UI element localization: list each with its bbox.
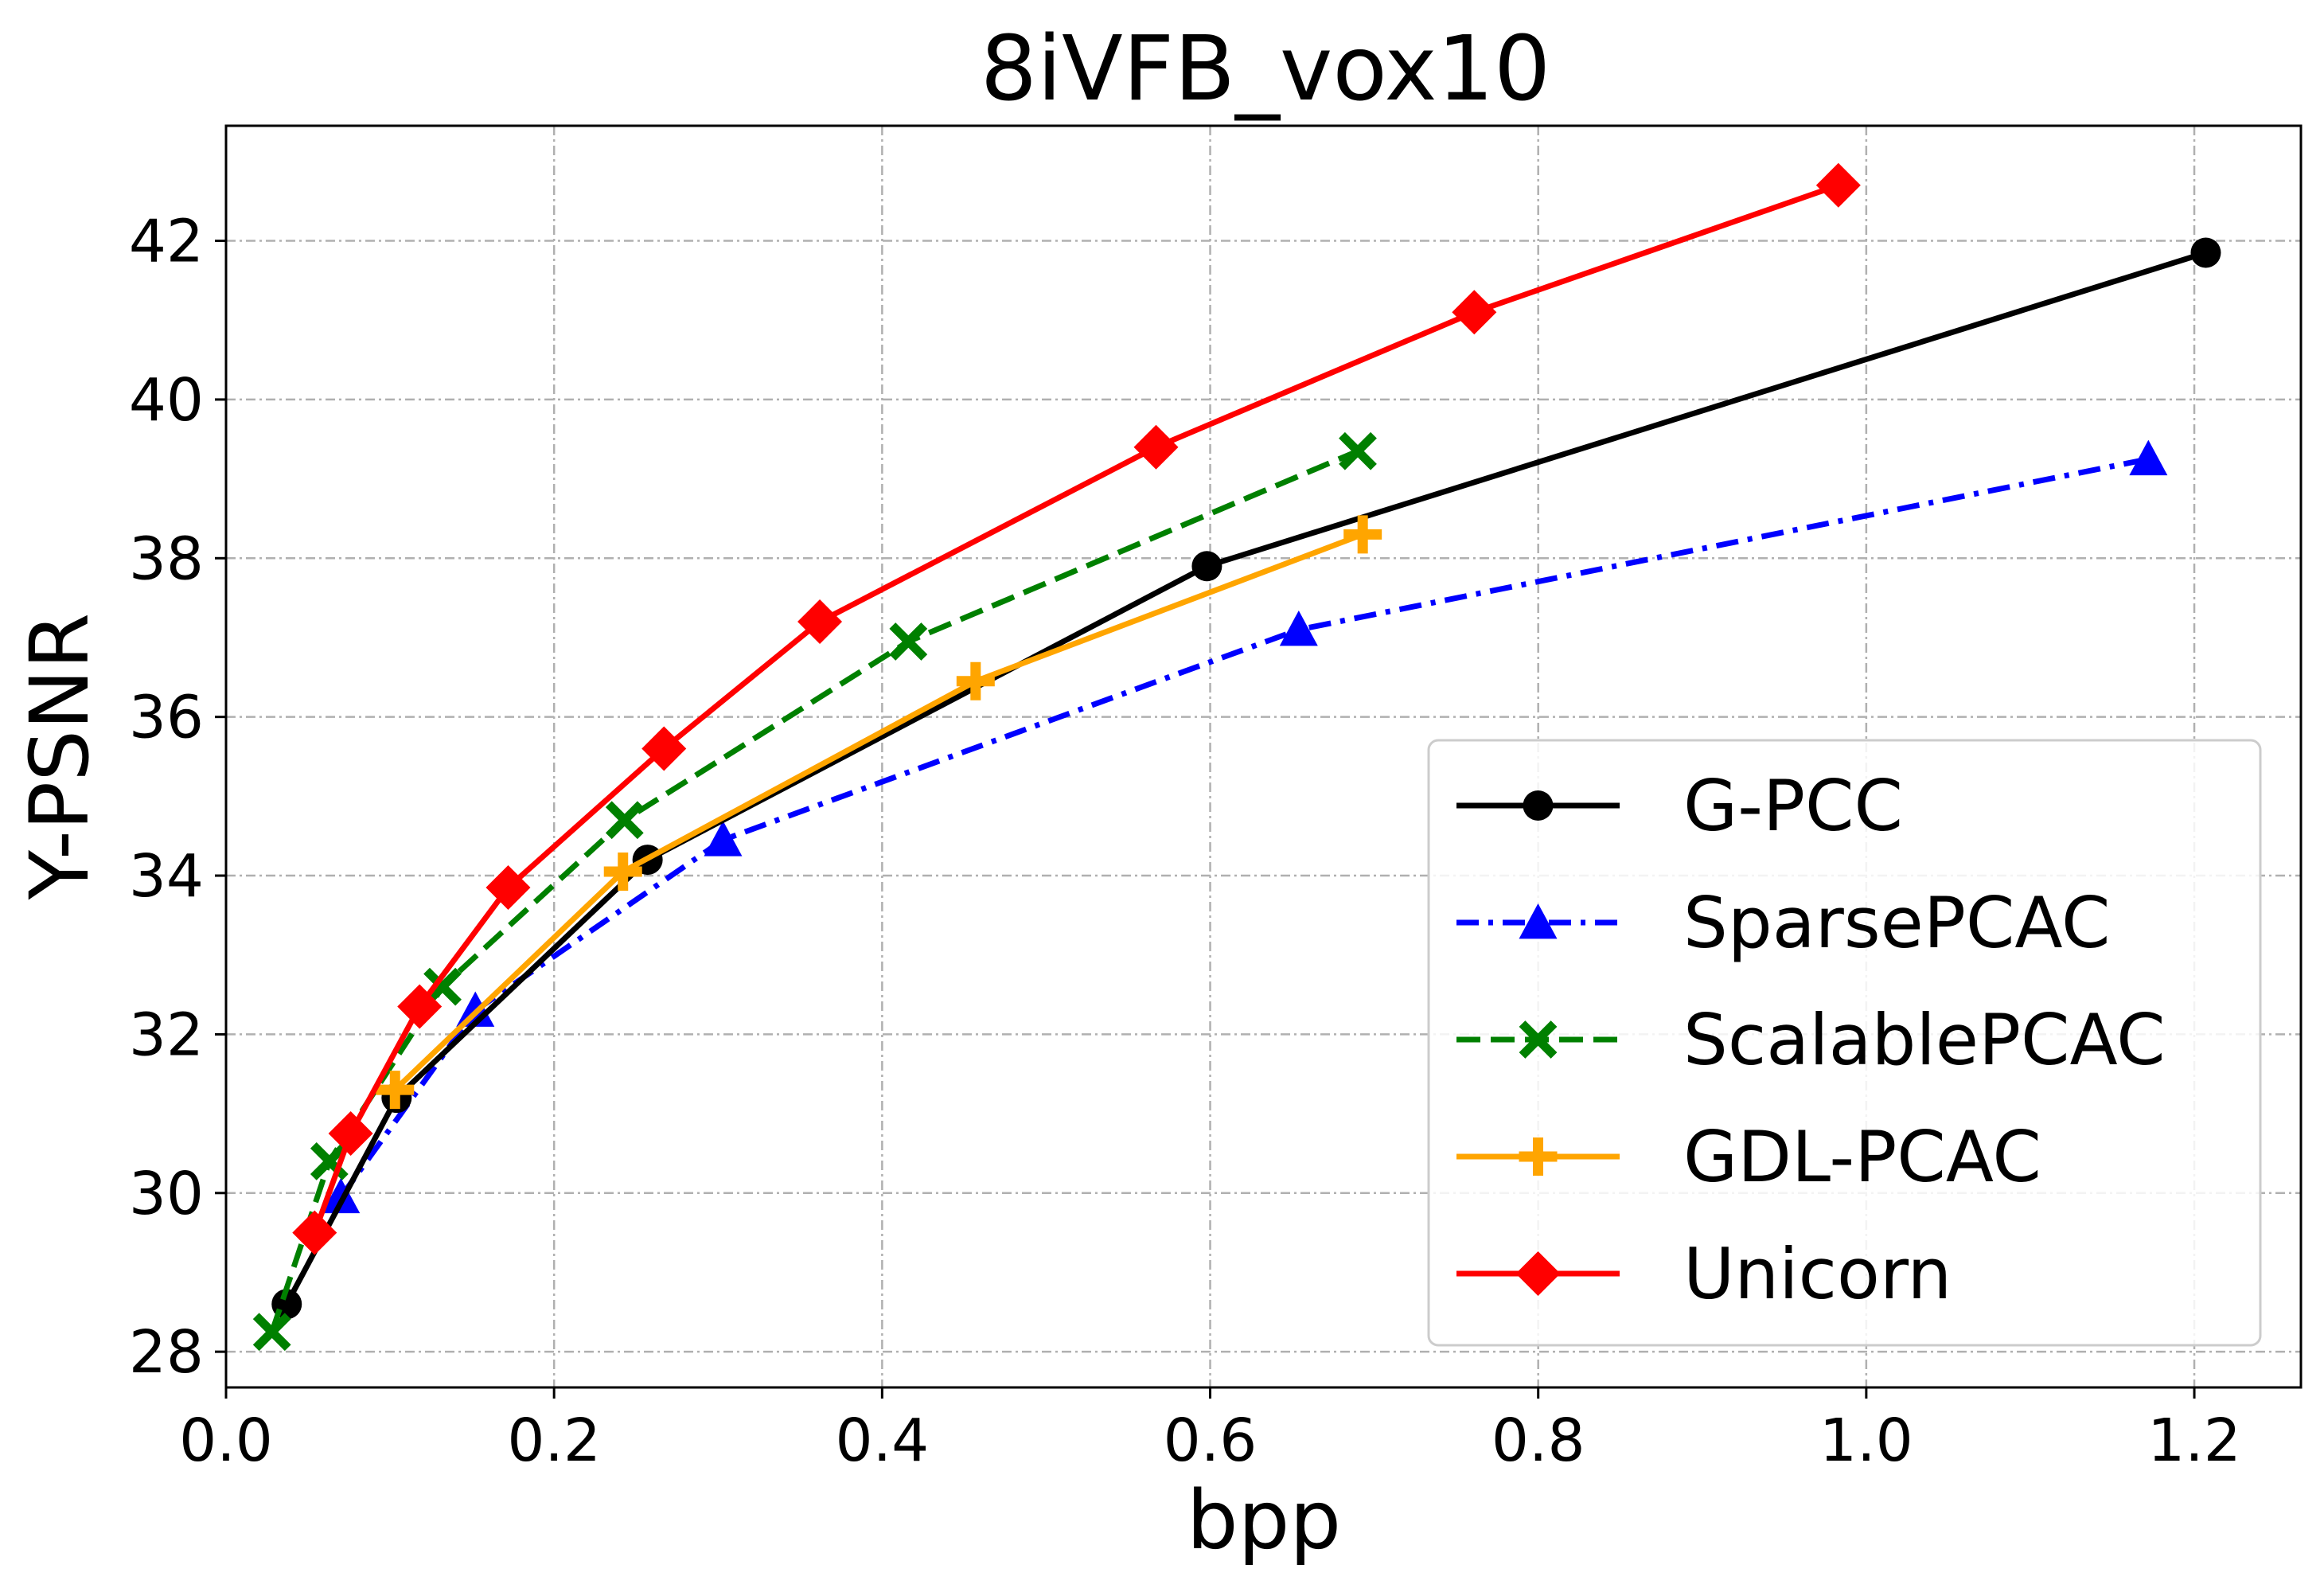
- y-axis-label: Y-PSNR: [13, 613, 107, 900]
- legend: G-PCC SparsePCAC ScalablePCAC GDL-PCAC Unico…: [1427, 739, 2262, 1347]
- data-point: [641, 726, 687, 771]
- data-point: [1191, 551, 1222, 582]
- x-tick-label: 0.4: [836, 1407, 930, 1475]
- data-point: [2190, 237, 2221, 268]
- legend-label: SparsePCAC: [1683, 882, 2110, 964]
- data-point: [485, 864, 531, 910]
- y-tick-label: 42: [129, 208, 204, 276]
- series-line: [392, 532, 1364, 1092]
- series-scalablepcac: [252, 431, 1377, 1352]
- series-line: [269, 448, 1359, 1333]
- data-point: [1133, 424, 1179, 470]
- y-tick-label: 38: [129, 525, 204, 593]
- legend-entry: GDL-PCAC: [1456, 1116, 2041, 1198]
- legend-entry: ScalablePCAC: [1456, 999, 2166, 1081]
- x-tick-label: 0.8: [1491, 1407, 1585, 1475]
- legend-label: ScalablePCAC: [1683, 999, 2166, 1081]
- series-layer: [252, 162, 2221, 1352]
- x-tick-label: 0.0: [179, 1407, 273, 1475]
- legend-entry: Unicorn: [1456, 1233, 1952, 1315]
- series-line: [338, 456, 2150, 1199]
- data-point: [956, 661, 995, 700]
- x-tick-label: 1.2: [2147, 1407, 2241, 1475]
- y-tick-label: 40: [129, 366, 204, 435]
- legend-label: GDL-PCAC: [1683, 1116, 2041, 1198]
- y-tick-label: 34: [129, 842, 204, 911]
- data-point: [1339, 431, 1377, 470]
- data-point: [1452, 290, 1497, 335]
- data-point: [456, 991, 495, 1027]
- y-tick-label: 28: [129, 1318, 204, 1387]
- data-point: [322, 1177, 361, 1214]
- series-gdl-pcac: [376, 515, 1382, 1110]
- y-tick-label: 36: [129, 684, 204, 752]
- legend-label: G-PCC: [1683, 765, 1903, 847]
- chart-title: 8iVFB_vox10: [981, 18, 1550, 121]
- data-point: [252, 1313, 291, 1352]
- x-tick-label: 1.0: [1819, 1407, 1913, 1475]
- series-sparsepcac: [322, 439, 2168, 1214]
- data-point: [704, 821, 743, 856]
- data-point: [292, 1210, 337, 1255]
- x-axis-label: bpp: [1187, 1473, 1341, 1568]
- data-point: [889, 622, 928, 661]
- data-point: [397, 984, 443, 1029]
- data-point: [603, 853, 642, 892]
- legend-entry: G-PCC: [1456, 765, 1903, 847]
- data-point: [1815, 162, 1861, 208]
- data-point: [310, 1142, 349, 1180]
- tick-layer: 0.0 0.2 0.4 0.6 0.8 1.0 1.2 28 30 32 34 36 38 40 42: [129, 208, 2241, 1475]
- legend-marker: [1515, 1251, 1561, 1296]
- x-tick-label: 0.2: [507, 1407, 601, 1475]
- y-tick-label: 30: [129, 1160, 204, 1228]
- y-tick-label: 32: [129, 1001, 204, 1069]
- data-point: [376, 1071, 415, 1110]
- legend-marker: [1523, 790, 1554, 821]
- data-point: [2129, 439, 2168, 476]
- legend-entry: SparsePCAC: [1456, 882, 2110, 964]
- plot-frame: [224, 124, 2303, 1389]
- data-point: [328, 1111, 373, 1157]
- series-unicorn: [292, 162, 1861, 1255]
- x-tick-label: 0.6: [1164, 1407, 1258, 1475]
- legend-label: Unicorn: [1683, 1233, 1952, 1315]
- legend-box: [1427, 739, 2262, 1347]
- data-point: [1279, 611, 1318, 646]
- legend-marker: [1519, 1137, 1558, 1176]
- data-point: [1343, 515, 1382, 554]
- data-point: [797, 599, 843, 645]
- legend-marker: [1519, 903, 1558, 939]
- legend-marker: [1519, 1020, 1558, 1059]
- data-point: [605, 801, 644, 840]
